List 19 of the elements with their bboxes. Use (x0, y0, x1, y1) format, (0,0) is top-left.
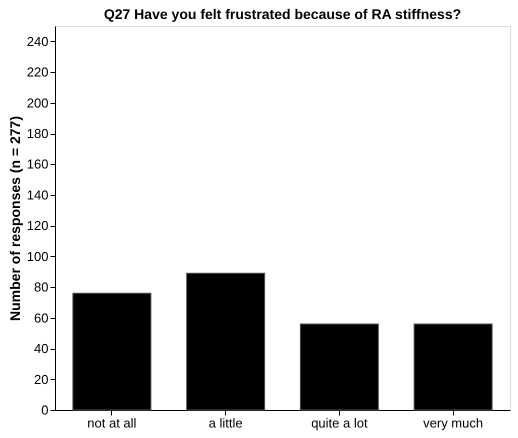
x-tick-label: quite a lot (311, 416, 368, 430)
y-tick-label: 0 (41, 402, 48, 418)
y-tick-label: 200 (26, 95, 48, 110)
y-tick-label: 100 (26, 248, 48, 264)
y-tick-label: 140 (26, 187, 48, 202)
y-tick-label: 80 (34, 280, 48, 295)
y-tick-label: 240 (26, 34, 48, 49)
y-tick-label: 180 (26, 126, 48, 142)
x-tick-label: a little (208, 416, 243, 430)
x-tick-label: not at all (87, 416, 137, 430)
y-tick-label: 20 (34, 372, 48, 387)
chart-title: Q27 Have you felt frustrated because of RA stiffness? (104, 6, 462, 22)
y-tick-label: 160 (26, 156, 48, 172)
y-tick-label: 60 (34, 310, 48, 326)
y-axis-title: Number of responses (n = 277) (6, 116, 23, 322)
y-tick-label: 120 (26, 218, 48, 234)
x-tick-label: very much (423, 416, 484, 430)
y-tick-label: 220 (26, 64, 48, 80)
y-tick-label: 40 (34, 341, 48, 356)
